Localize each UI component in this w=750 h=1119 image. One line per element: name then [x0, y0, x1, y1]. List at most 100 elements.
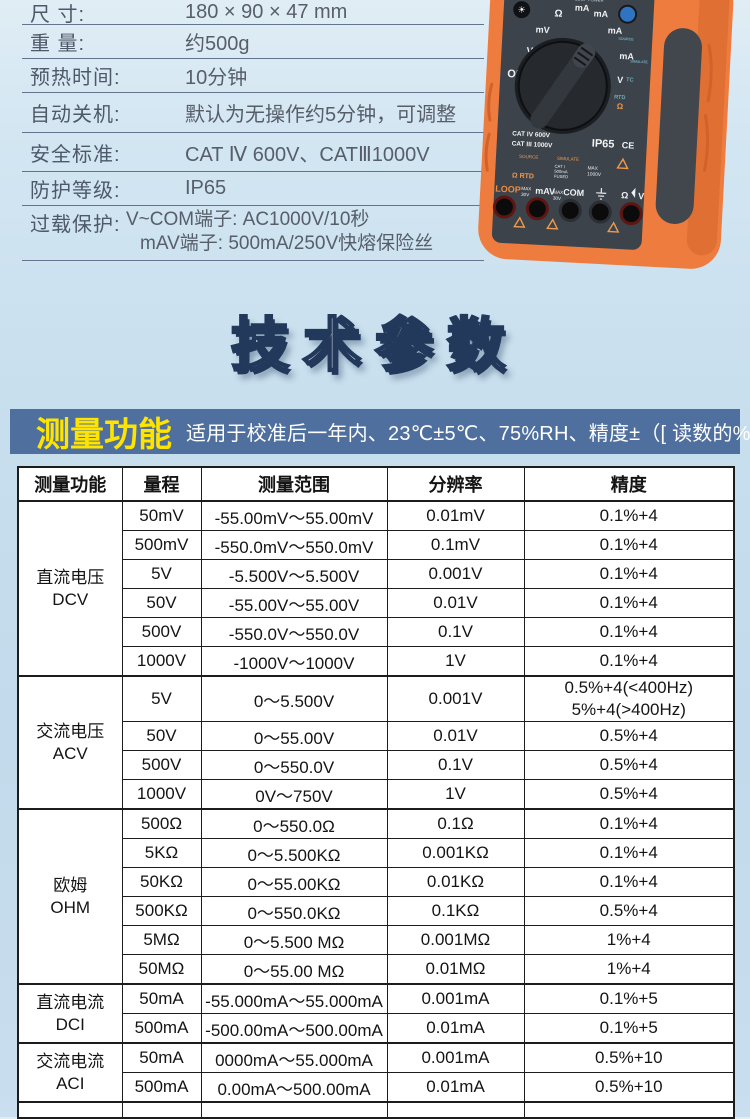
table-cell: 0.5%+4: [524, 722, 734, 751]
svg-text:SOURCE: SOURCE: [618, 37, 634, 42]
table-cell: 50mA: [122, 1043, 201, 1073]
overload-line-1: V~COM端子: AC1000V/10秒: [126, 208, 433, 232]
spec-row-weight: 重 量: 约500g: [22, 25, 484, 59]
table-cell: 1000V: [122, 780, 201, 810]
table-cell: 0.01MΩ: [387, 955, 524, 985]
table-cell: 0.1V: [387, 618, 524, 647]
table-cell: 0.001KΩ: [387, 839, 524, 868]
table-cell: 0.1%+4: [524, 560, 734, 589]
table-cell: 0.001mA: [387, 1043, 524, 1073]
table-cell: 0～5.500 MΩ: [201, 926, 387, 955]
table-cell: 50V: [122, 722, 201, 751]
svg-text:LOOP: LOOP: [495, 184, 521, 195]
table-cell: 0.1%+4: [524, 531, 734, 560]
table-cell: 0～550.0Ω: [201, 809, 387, 839]
cell-line: 0.5%+4(<400Hz): [527, 677, 732, 699]
svg-text:1000V: 1000V: [587, 171, 602, 178]
table-cell: 1V: [387, 647, 524, 677]
table-cell: [18, 1102, 122, 1118]
spec-row-protection: 防护等级: IP65: [22, 172, 484, 206]
group-name: 交流电压: [21, 721, 120, 743]
svg-text:Ω RTD: Ω RTD: [512, 172, 534, 180]
svg-text:Ω: Ω: [554, 8, 563, 19]
svg-text:MAX: MAX: [521, 186, 531, 192]
svg-text:CE: CE: [622, 140, 635, 151]
table-cell: 0.01V: [387, 589, 524, 618]
table-cell: 0～5.500KΩ: [201, 839, 387, 868]
table-cell: 500mA: [122, 1073, 201, 1103]
table-cell: 0.1%+5: [524, 1014, 734, 1044]
spec-label: 预热时间:: [22, 61, 185, 90]
header-row: 测量功能量程测量范围分辨率精度: [18, 467, 734, 501]
section-title: 测量功能: [36, 407, 172, 456]
group-name: 交流电流: [21, 1051, 120, 1073]
svg-text:30V: 30V: [521, 192, 530, 197]
spec-value: 10分钟: [185, 61, 247, 90]
table-cell: 0.01V: [387, 722, 524, 751]
table-cell: 500mV: [122, 531, 201, 560]
table-cell: 0.5%+4: [524, 780, 734, 810]
table-cell: 500KΩ: [122, 897, 201, 926]
table-cell: 0.1V: [387, 751, 524, 780]
spec-label: 安全标准:: [22, 138, 185, 167]
table-cell: 50V: [122, 589, 201, 618]
table-cell: 0.1Ω: [387, 809, 524, 839]
svg-text:mV: mV: [535, 24, 550, 35]
table-cell: 50mV: [122, 501, 201, 531]
table-cell: -500.00mA～500.00mA: [201, 1014, 387, 1044]
svg-text:Ω: Ω: [617, 102, 624, 111]
spec-value: 默认为无操作约5分钟，可调整: [185, 98, 456, 127]
table-cell: 0～550.0KΩ: [201, 897, 387, 926]
table-cell: 0.001MΩ: [387, 926, 524, 955]
column-header: 测量范围: [201, 467, 387, 501]
table-cell: -550.0mV～550.0mV: [201, 531, 387, 560]
table-cell: -55.00V～55.00V: [201, 589, 387, 618]
table-cell: 0～55.00V: [201, 722, 387, 751]
table-cell: 0.5%+10: [524, 1073, 734, 1103]
svg-text:RTD: RTD: [614, 95, 626, 102]
spec-value: 约500g: [185, 27, 250, 56]
table-cell: 0.1%+4: [524, 501, 734, 531]
svg-text:Ω: Ω: [621, 190, 629, 200]
table-cell: 0.1%+4: [524, 589, 734, 618]
table-cell: 500V: [122, 618, 201, 647]
svg-text:V: V: [638, 191, 645, 201]
svg-text:mA: mA: [575, 2, 591, 13]
table-cell: 1%+4: [524, 955, 734, 985]
table-cell: 0000mA～55.000mA: [201, 1043, 387, 1073]
table-head: 测量功能量程测量范围分辨率精度: [18, 467, 734, 501]
svg-text:V: V: [617, 75, 624, 85]
column-header: 量程: [122, 467, 201, 501]
group-code: DCI: [21, 1014, 120, 1036]
spec-row-overload: 过载保护: V~COM端子: AC1000V/10秒 mAV端子: 500mA/…: [22, 206, 484, 261]
table-cell: 0～55.00KΩ: [201, 868, 387, 897]
table-cell: 0.1KΩ: [387, 897, 524, 926]
page-title: 技术参数: [0, 298, 750, 382]
table-cell: 5V: [122, 560, 201, 589]
overload-line-2: mAV端子: 500mA/250V快熔保险丝: [126, 232, 433, 256]
table-cell: 0.1mV: [387, 531, 524, 560]
group-code: ACV: [21, 743, 120, 765]
spec-list: 尺 寸: 180 × 90 × 47 mm 重 量: 约500g 预热时间: 1…: [22, 0, 484, 261]
table-cell: 0.01KΩ: [387, 868, 524, 897]
table-cell: 0～55.00 MΩ: [201, 955, 387, 985]
table-cell: 0.1%+4: [524, 868, 734, 897]
spec-value: IP65: [185, 177, 226, 200]
table-cell: -55.000mA～55.000mA: [201, 984, 387, 1014]
group-name: 直流电流: [21, 992, 120, 1014]
table-cell: 0.00mA～500.00mA: [201, 1073, 387, 1103]
spec-label: 防护等级:: [22, 174, 185, 203]
table-cell: [201, 1102, 387, 1118]
